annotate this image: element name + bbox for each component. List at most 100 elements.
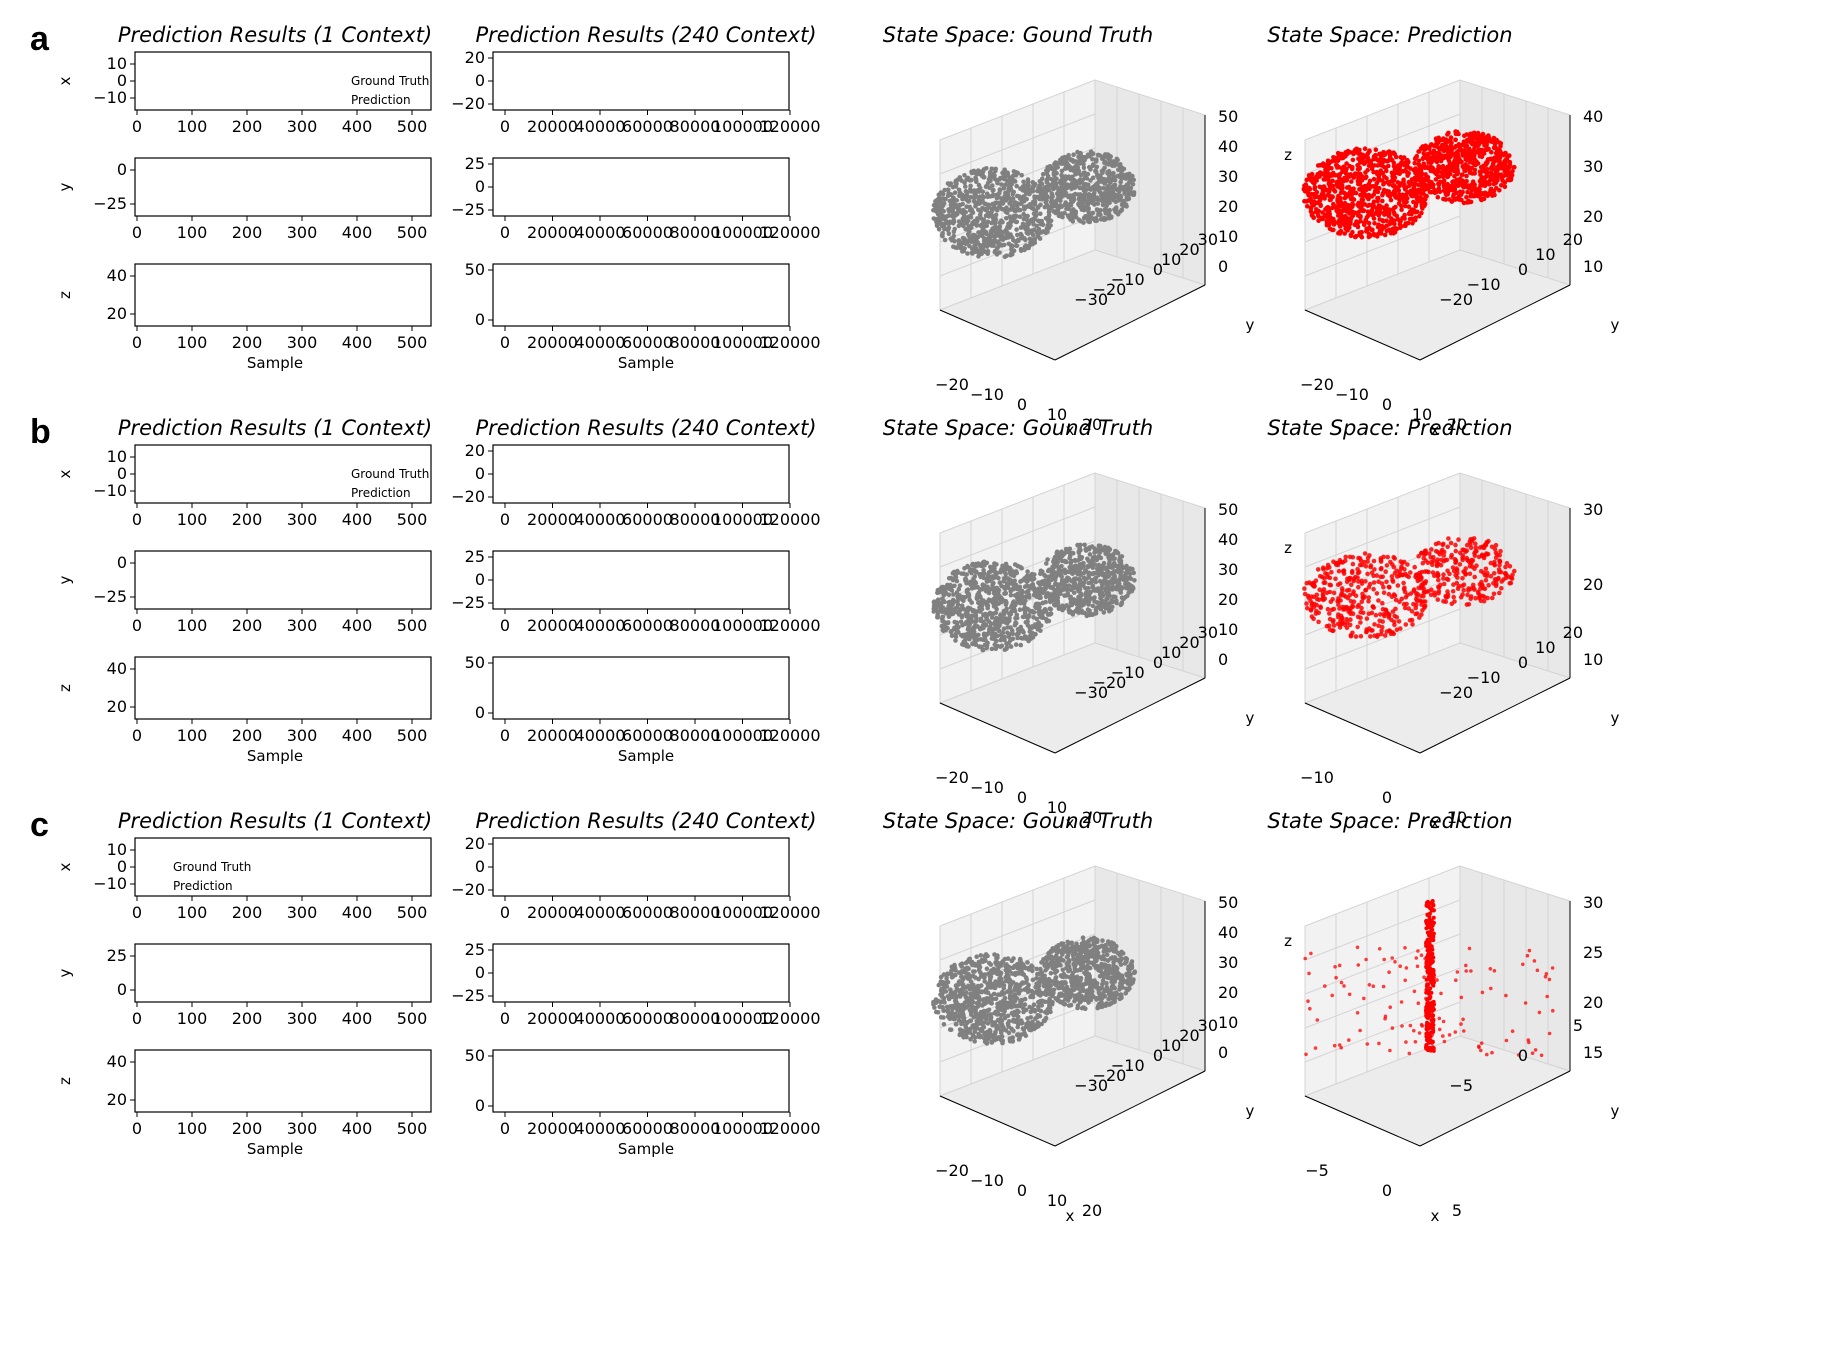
- scatter-point-truth: [969, 600, 974, 605]
- scatter-point-prediction: [1482, 143, 1487, 148]
- scatter-point-truth: [984, 223, 990, 229]
- scatter-point-truth: [998, 570, 1003, 575]
- scatter-point-truth: [946, 231, 952, 237]
- scatter-point-prediction: [1340, 152, 1345, 158]
- scatter-point-truth: [966, 644, 971, 649]
- scatter-point-truth: [939, 214, 944, 219]
- scatter-point-truth: [985, 219, 991, 225]
- scatter-point-truth: [1059, 168, 1065, 174]
- scatter-point-prediction: [1370, 203, 1376, 209]
- scatter-point-truth: [1100, 170, 1105, 175]
- scatter-point-prediction: [1478, 136, 1483, 142]
- title-state-space-truth: State Space: Gound Truth: [883, 23, 1153, 47]
- scatter-point-prediction: [1358, 186, 1364, 192]
- ytick-label-3d: 30: [1198, 230, 1218, 249]
- scatter-point-truth: [1088, 167, 1093, 172]
- scatter-point-prediction: [1477, 193, 1482, 199]
- scatter-point-truth: [979, 233, 984, 238]
- xtick-label-short: 400: [342, 223, 373, 242]
- scatter-point-truth: [935, 207, 941, 212]
- scatter-point-truth: [1102, 576, 1108, 582]
- scatter-point-prediction: [1430, 165, 1435, 171]
- scatter-point-truth: [1081, 194, 1087, 200]
- scatter-point-prediction: [1445, 577, 1451, 582]
- scatter-point-prediction: [1473, 549, 1478, 554]
- scatter-point-truth: [1036, 620, 1041, 626]
- scatter-point-truth: [998, 644, 1003, 650]
- scatter-point-prediction: [1456, 193, 1462, 199]
- scatter-point-truth: [1027, 202, 1033, 207]
- scatter-point-prediction: [1376, 230, 1382, 236]
- scatter-point-truth: [1018, 600, 1023, 606]
- scatter-point-truth: [1013, 642, 1019, 647]
- scatter-point-truth: [1038, 628, 1043, 633]
- scatter-point-truth: [978, 574, 983, 580]
- scatter-point-truth: [1119, 554, 1125, 559]
- scatter-point-prediction: [1504, 170, 1509, 175]
- scatter-point-truth: [1097, 153, 1102, 158]
- xlabel-long: Sample: [618, 354, 674, 372]
- scatter-point-prediction: [1380, 198, 1385, 204]
- scatter-point-truth: [961, 571, 966, 576]
- scatter-point-prediction: [1474, 133, 1480, 138]
- scatter-point-prediction: [1341, 208, 1346, 213]
- scatter-point-prediction: [1492, 141, 1498, 147]
- scatter-point-truth: [1123, 571, 1128, 577]
- scatter-point-truth: [1049, 205, 1054, 211]
- scatter-point-truth: [973, 570, 979, 575]
- scatter-point-prediction: [1386, 163, 1391, 169]
- scatter-point-truth: [1066, 152, 1071, 158]
- scatter-point-truth: [1094, 173, 1100, 178]
- scatter-point-prediction: [1330, 170, 1336, 176]
- scatter-point-truth: [1086, 570, 1092, 576]
- scatter-point-truth: [984, 600, 990, 605]
- scatter-point-truth: [952, 625, 957, 631]
- scatter-point-truth: [1084, 613, 1090, 619]
- scatter-point-truth: [1013, 569, 1019, 574]
- scatter-point-truth: [1078, 583, 1084, 588]
- scatter-point-truth: [968, 633, 974, 639]
- scatter-point-truth: [1010, 235, 1015, 240]
- scatter-point-truth: [976, 170, 982, 175]
- scatter-point-truth: [955, 594, 960, 599]
- scatter-point-prediction: [1315, 163, 1321, 168]
- scatter-point-prediction: [1395, 583, 1401, 588]
- scatter-point-truth: [1025, 185, 1030, 191]
- scatter-point-truth: [946, 576, 952, 581]
- xtick-label-short: 300: [287, 333, 318, 352]
- scatter-point-truth: [1014, 219, 1020, 225]
- scatter-point-prediction: [1412, 156, 1418, 161]
- scatter-point-prediction: [1377, 217, 1382, 222]
- scatter-point-truth: [953, 213, 958, 218]
- scatter-point-prediction: [1363, 219, 1369, 224]
- scatter-point-prediction: [1473, 162, 1478, 168]
- xtick-label-long: 20000: [527, 223, 578, 242]
- scatter-point-truth: [1044, 198, 1049, 203]
- scatter-point-prediction: [1366, 611, 1372, 616]
- legend-label-truth: Ground Truth: [351, 74, 429, 88]
- scatter-point-truth: [996, 587, 1002, 593]
- ytick-label-3d: 0: [1518, 260, 1528, 279]
- scatter-point-prediction: [1325, 174, 1331, 179]
- scatter-point-prediction: [1445, 148, 1450, 154]
- scatter-point-truth: [1015, 237, 1021, 243]
- scatter-point-truth: [1078, 185, 1083, 190]
- ytick-label-short-z: 40: [107, 266, 127, 285]
- scatter-point-truth: [959, 178, 964, 183]
- scatter-point-prediction: [1358, 208, 1363, 213]
- scatter-point-prediction: [1453, 542, 1458, 548]
- scatter-point-truth: [983, 622, 989, 628]
- scatter-point-prediction: [1365, 203, 1371, 208]
- scatter-point-truth: [1034, 223, 1039, 229]
- scatter-point-prediction: [1402, 168, 1408, 174]
- scatter-point-prediction: [1467, 148, 1473, 153]
- scatter-point-prediction: [1407, 216, 1413, 222]
- scatter-point-prediction: [1391, 150, 1396, 155]
- ytick-label-long-x: 20: [465, 48, 485, 67]
- xtick-label-short: 0: [132, 117, 142, 136]
- scatter-point-truth: [942, 187, 947, 193]
- xtick-label-long: 0: [500, 117, 510, 136]
- scatter-point-truth: [1107, 193, 1112, 198]
- scatter-point-truth: [1102, 165, 1107, 171]
- scatter-point-truth: [1005, 224, 1010, 230]
